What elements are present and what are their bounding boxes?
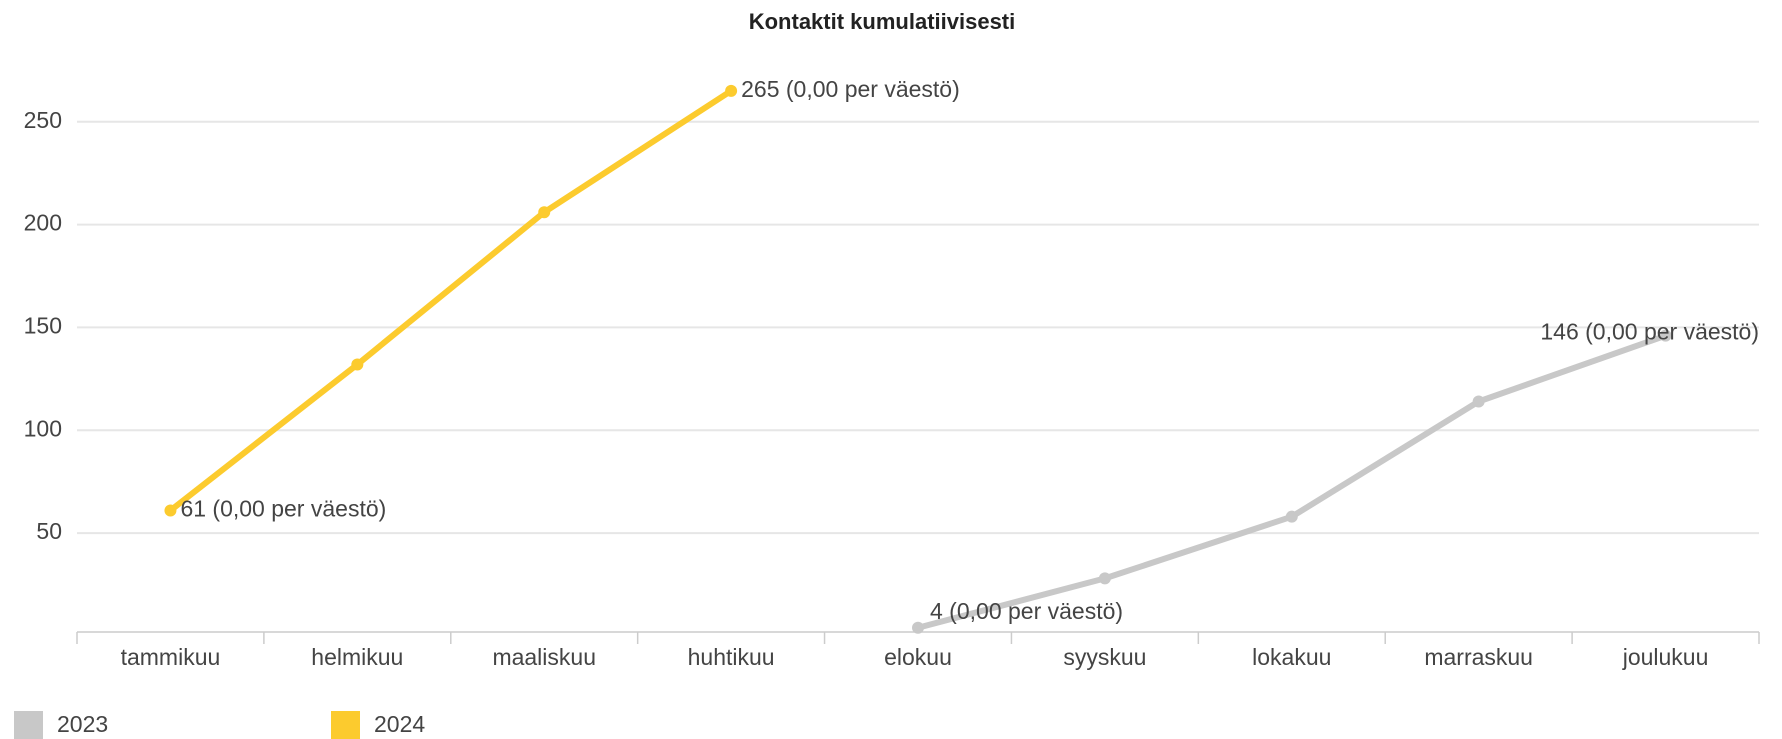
legend-swatch — [14, 711, 43, 739]
x-tick-label: maaliskuu — [492, 644, 596, 670]
x-tick-label: joulukuu — [1622, 644, 1709, 670]
data-label: 61 (0,00 per väestö) — [180, 496, 386, 522]
y-tick-label: 50 — [36, 518, 62, 544]
legend-label: 2023 — [57, 711, 108, 737]
data-point — [1472, 395, 1485, 408]
x-tick-label: lokakuu — [1252, 644, 1331, 670]
x-tick-label: marraskuu — [1424, 644, 1533, 670]
x-tick-label: syyskuu — [1063, 644, 1146, 670]
y-tick-label: 250 — [24, 107, 62, 133]
data-point — [1098, 572, 1111, 585]
x-tick-label: helmikuu — [311, 644, 403, 670]
data-label: 4 (0,00 per väestö) — [930, 598, 1123, 624]
data-point — [351, 358, 364, 371]
data-label: 265 (0,00 per väestö) — [741, 76, 960, 102]
y-tick-label: 100 — [24, 415, 62, 441]
x-tick-label: huhtikuu — [688, 644, 775, 670]
data-label: 146 (0,00 per väestö) — [1540, 319, 1759, 345]
series-line — [168, 88, 733, 513]
data-point — [912, 621, 924, 634]
data-point — [725, 84, 738, 97]
y-tick-label: 200 — [24, 210, 62, 236]
x-tick-label: elokuu — [884, 644, 952, 670]
series-line — [917, 332, 1667, 631]
legend-swatch — [331, 711, 360, 739]
data-point — [164, 504, 177, 517]
legend-label: 2024 — [374, 711, 425, 737]
chart-title: Kontaktit kumulatiivisesti — [749, 9, 1016, 34]
data-point — [538, 206, 551, 219]
y-tick-label: 150 — [24, 313, 62, 339]
data-point — [1285, 510, 1298, 523]
data-point — [1659, 329, 1672, 342]
x-tick-label: tammikuu — [121, 644, 221, 670]
